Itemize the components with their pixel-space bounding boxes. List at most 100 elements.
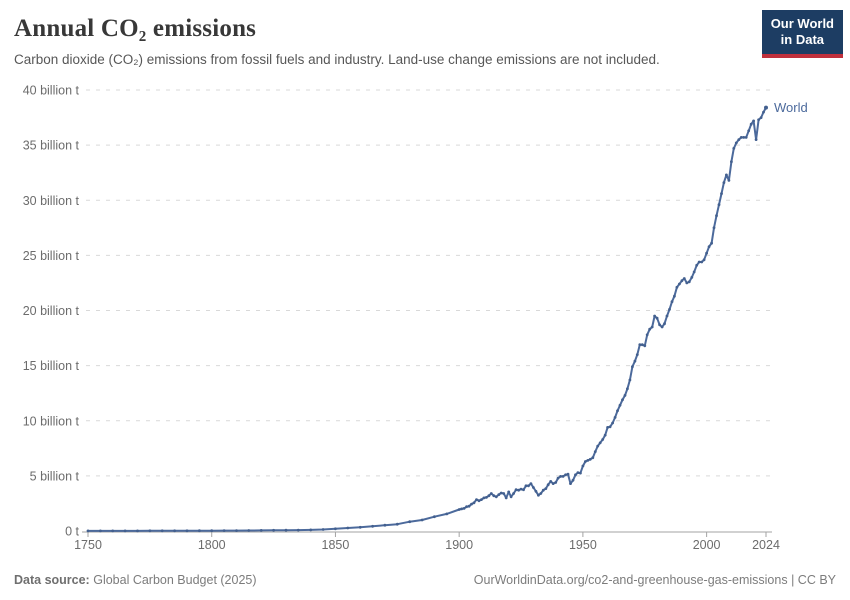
data-point-marker <box>687 280 691 284</box>
chart-subtitle: Carbon dioxide (CO₂) emissions from foss… <box>14 52 660 67</box>
data-point-marker <box>650 325 654 329</box>
data-point-marker <box>596 444 600 448</box>
data-point-marker <box>690 276 694 279</box>
data-source-label: Data source: <box>14 573 90 587</box>
data-point-marker <box>626 387 629 391</box>
data-point-marker <box>480 498 483 501</box>
data-point-marker <box>682 277 686 280</box>
data-point-marker <box>638 343 642 347</box>
data-point-marker <box>613 416 617 419</box>
data-point-marker <box>549 480 553 483</box>
data-point-marker <box>284 528 288 532</box>
data-point-marker <box>433 515 436 519</box>
data-point-marker <box>477 499 481 503</box>
data-point-marker <box>467 504 471 508</box>
data-point-marker <box>653 314 656 318</box>
data-point-marker <box>556 476 560 480</box>
footer-url[interactable]: OurWorldinData.org/co2-and-greenhouse-ga… <box>473 573 788 587</box>
data-point-marker <box>532 486 535 489</box>
y-tick-label: 25 billion t <box>23 249 80 263</box>
data-point-marker <box>408 520 412 524</box>
data-point-marker <box>445 512 449 516</box>
owid-logo[interactable]: Our World in Data <box>761 10 843 58</box>
data-point-marker <box>584 460 587 463</box>
data-point-marker <box>707 245 711 249</box>
data-point-marker <box>668 308 671 311</box>
chart-header: Annual CO₂ emissions Carbon dioxide (CO₂… <box>14 15 754 69</box>
data-point-marker <box>524 484 528 488</box>
data-point-marker <box>537 493 540 497</box>
data-point-marker <box>631 365 634 369</box>
data-point-marker <box>487 494 491 498</box>
data-point-marker <box>198 529 201 533</box>
data-point-marker <box>692 270 696 274</box>
data-source: Data source: Global Carbon Budget (2025) <box>14 573 257 587</box>
data-point-marker <box>754 138 758 142</box>
data-point-marker <box>566 472 570 476</box>
data-point-marker <box>601 438 605 441</box>
x-tick-label: 1850 <box>322 538 350 552</box>
x-tick-label: 1800 <box>198 538 226 552</box>
data-point-marker <box>576 471 580 474</box>
data-point-marker <box>611 421 614 425</box>
data-point-marker <box>472 501 476 505</box>
data-point-marker <box>574 473 577 477</box>
data-point-marker <box>715 214 718 218</box>
data-point-marker <box>502 492 506 495</box>
data-point-marker <box>722 181 726 185</box>
data-point-marker <box>710 241 713 245</box>
data-point-marker <box>494 495 498 499</box>
data-point-marker <box>99 529 102 533</box>
data-point-marker <box>86 529 90 533</box>
data-point-marker <box>586 459 590 462</box>
data-point-marker <box>499 491 503 495</box>
data-point-marker <box>489 492 493 495</box>
world-entity-label[interactable]: World <box>774 100 808 115</box>
data-point-marker <box>759 116 763 119</box>
data-point-marker <box>517 488 520 492</box>
data-point-marker <box>727 179 731 182</box>
data-point-marker <box>457 508 461 511</box>
owid-logo-line2: in Data <box>780 32 825 48</box>
data-point-marker <box>346 526 350 530</box>
data-source-value[interactable]: Global Carbon Budget (2025) <box>93 573 257 587</box>
data-point-marker <box>111 529 115 533</box>
data-point-marker <box>747 129 751 133</box>
data-point-marker <box>185 529 189 533</box>
data-point-marker <box>527 484 530 488</box>
data-point-marker <box>475 498 478 501</box>
data-point-marker <box>648 327 652 331</box>
data-point-marker <box>623 394 627 397</box>
data-point-marker <box>420 518 424 522</box>
data-point-marker <box>544 487 548 490</box>
footer-license[interactable]: CC BY <box>797 573 836 587</box>
data-point-marker <box>673 294 676 298</box>
data-point-marker <box>358 525 362 529</box>
data-point-marker <box>296 528 300 532</box>
data-point-marker <box>598 441 602 445</box>
data-point-marker <box>700 260 704 264</box>
data-point-marker <box>485 496 488 499</box>
data-point-marker <box>512 492 515 495</box>
world-line-series[interactable] <box>87 106 767 532</box>
data-point-marker <box>635 353 639 356</box>
x-tick-label: 1950 <box>569 538 597 552</box>
data-point-marker <box>371 524 374 528</box>
y-tick-label: 35 billion t <box>23 139 80 153</box>
data-point-marker <box>588 457 592 461</box>
data-point-marker <box>561 475 565 478</box>
data-point-marker <box>695 263 699 267</box>
data-point-marker <box>734 141 738 145</box>
data-point-marker <box>606 426 609 429</box>
data-point-marker <box>628 378 632 382</box>
data-point-marker <box>749 122 753 126</box>
y-tick-label: 40 billion t <box>23 84 80 98</box>
data-point-marker <box>712 226 716 230</box>
y-tick-label: 30 billion t <box>23 194 80 208</box>
data-point-marker <box>705 251 708 255</box>
data-point-marker <box>383 523 387 527</box>
owid-logo-line1: Our World <box>770 16 834 31</box>
data-point-marker <box>321 528 325 531</box>
